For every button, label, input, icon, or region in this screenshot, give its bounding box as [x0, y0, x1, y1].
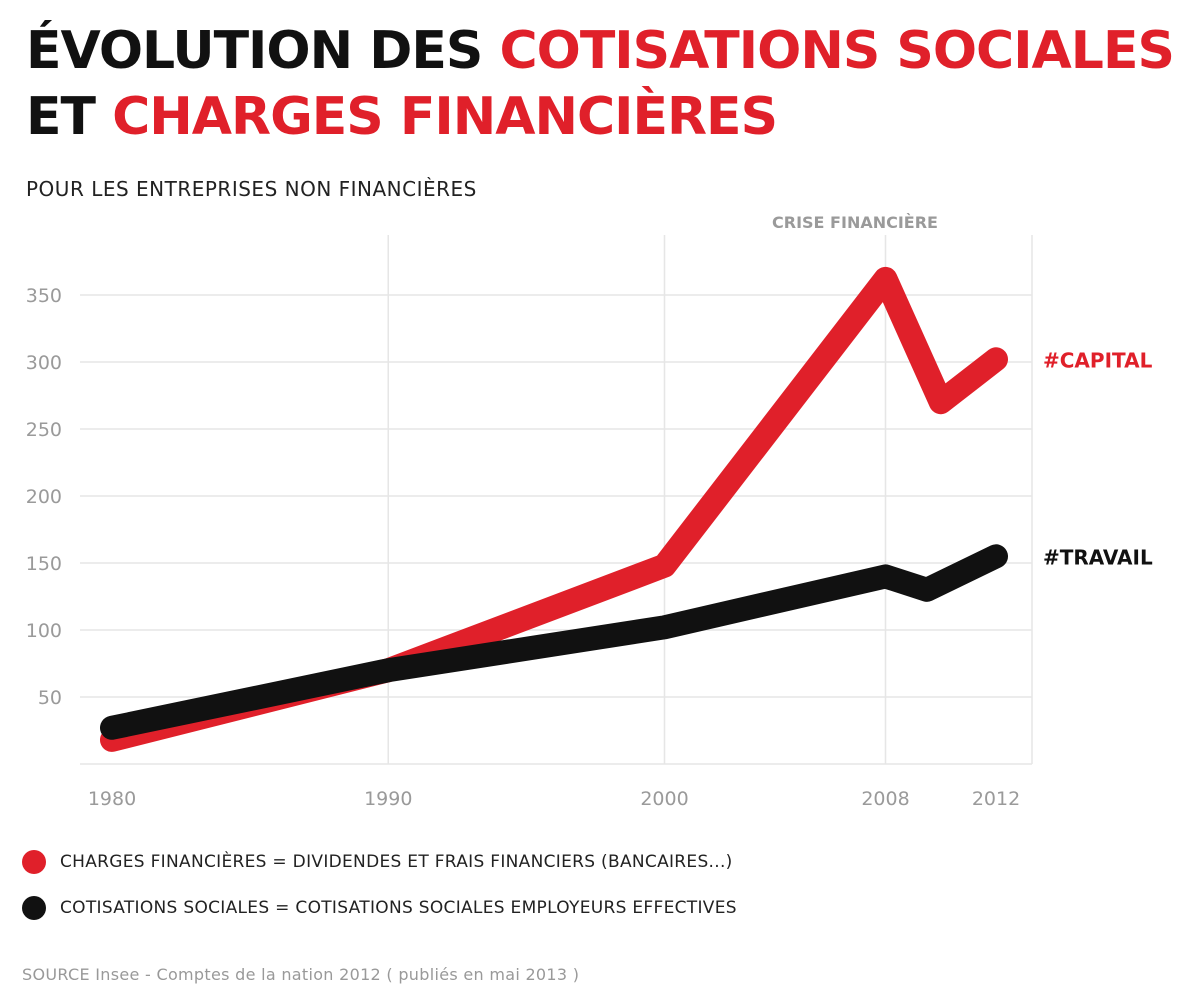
legend-label: CHARGES FINANCIÈRES = DIVIDENDES ET FRAI… [60, 852, 733, 872]
series-line-travail [100, 544, 1008, 740]
title-part-highlight: COTISATIONS SOCIALES [499, 21, 1174, 81]
title-line-1: ÉVOLUTION DES COTISATIONS SOCIALES [26, 18, 1175, 84]
x-tick-label: 2000 [640, 788, 688, 810]
y-tick-label: 300 [26, 352, 62, 374]
legend-dot [22, 850, 46, 874]
x-tick-label: 1990 [364, 788, 412, 810]
x-tick-label: 1980 [88, 788, 136, 810]
title-line-2: ET CHARGES FINANCIÈRES [26, 84, 1174, 150]
title-part: ÉVOLUTION DES [26, 21, 500, 81]
chart-title: ÉVOLUTION DES COTISATIONS SOCIALES ET CH… [26, 18, 1175, 150]
chart-subtitle: POUR LES ENTREPRISES NON FINANCIÈRES [26, 177, 477, 201]
title-part-highlight: CHARGES FINANCIÈRES [112, 87, 778, 147]
annotation-crise: CRISE FINANCIÈRE [772, 213, 938, 232]
y-tick-label: 200 [26, 486, 62, 508]
legend-item-travail: COTISATIONS SOCIALES = COTISATIONS SOCIA… [22, 896, 737, 920]
legend-label: COTISATIONS SOCIALES = COTISATIONS SOCIA… [60, 898, 737, 918]
series-line-capital [100, 266, 1008, 752]
legend-dot [22, 896, 46, 920]
source-note: SOURCE Insee - Comptes de la nation 2012… [22, 965, 580, 984]
title-part: ET [26, 87, 113, 147]
x-tick-label: 2012 [972, 788, 1020, 810]
y-tick-label: 250 [26, 419, 62, 441]
y-tick-label: 350 [26, 285, 62, 307]
x-tick-label: 2008 [861, 788, 909, 810]
y-tick-label: 50 [38, 687, 62, 709]
series-label-capital: #CAPITAL [1043, 348, 1153, 372]
y-tick-label: 150 [26, 553, 62, 575]
y-tick-label: 100 [26, 620, 62, 642]
series-label-travail: #TRAVAIL [1043, 545, 1153, 569]
legend-item-capital: CHARGES FINANCIÈRES = DIVIDENDES ET FRAI… [22, 850, 733, 874]
